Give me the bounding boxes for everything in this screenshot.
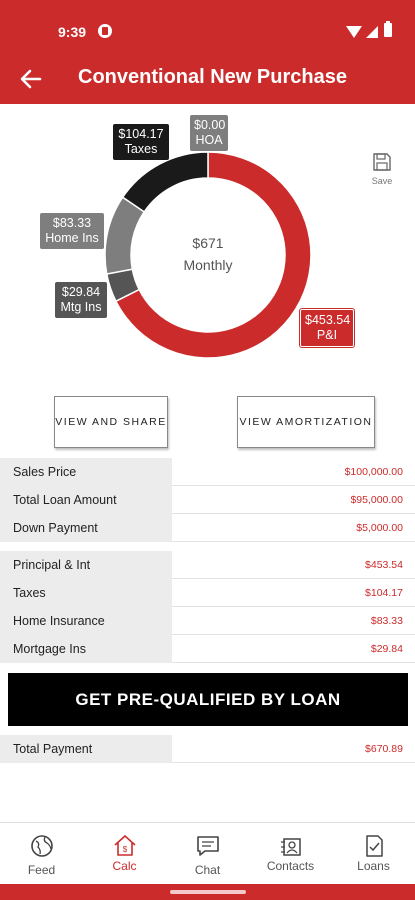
get-pre-qualified-button[interactable]: GET PRE-QUALIFIED BY LOAN xyxy=(8,673,408,726)
table-row: Principal & Int $453.54 xyxy=(0,551,415,579)
view-amortization-button[interactable]: VIEW AMORTIZATION xyxy=(237,396,375,448)
mtg-ins-tag: $29.84 Mtg Ins xyxy=(55,282,107,318)
taxes-tag: $104.17 Taxes xyxy=(113,124,169,160)
save-button[interactable]: Save xyxy=(366,152,398,186)
save-icon xyxy=(373,153,391,171)
chart-center-label: Monthly xyxy=(183,257,233,273)
nav-chat[interactable]: Chat xyxy=(166,823,249,885)
donut-slice-p-i xyxy=(114,151,312,359)
row-label: Down Payment xyxy=(0,514,172,542)
row-value: $453.54 xyxy=(365,559,403,571)
pi-tag: $453.54 P&I xyxy=(300,309,354,347)
feed-globe-icon xyxy=(31,835,53,857)
pi-tag-name: P&I xyxy=(316,328,338,342)
row-value: $83.33 xyxy=(370,615,403,627)
bottom-navigation: Feed $ Calc Chat Contacts xyxy=(0,822,415,884)
status-bar: 9:39 xyxy=(0,0,415,60)
row-label: Sales Price xyxy=(0,458,172,486)
row-value: $5,000.00 xyxy=(356,522,403,534)
home-ins-tag-name: Home Ins xyxy=(45,231,99,245)
row-label: Principal & Int xyxy=(0,551,172,579)
table-row: Total Loan Amount $95,000.00 xyxy=(0,486,415,514)
pi-tag-value: $453.54 xyxy=(305,313,351,327)
table-row: Down Payment $5,000.00 xyxy=(0,514,415,542)
calc-house-icon: $ xyxy=(114,835,136,856)
home-ins-tag: $83.33 Home Ins xyxy=(40,213,104,249)
nav-contacts-label: Contacts xyxy=(266,859,315,873)
svg-text:$: $ xyxy=(123,845,128,854)
back-button[interactable] xyxy=(16,64,46,94)
table-row: Sales Price $100,000.00 xyxy=(0,458,415,486)
row-label: Total Payment xyxy=(0,735,172,763)
row-value: $670.89 xyxy=(365,743,403,755)
row-value: $95,000.00 xyxy=(350,494,403,506)
wifi-icon xyxy=(346,26,362,38)
mtg-ins-tag-name: Mtg Ins xyxy=(60,300,102,314)
row-value: $100,000.00 xyxy=(344,466,403,478)
hoa-tag-value: $0.00 xyxy=(194,118,226,132)
row-label: Total Loan Amount xyxy=(0,486,172,514)
contacts-icon xyxy=(281,838,301,856)
mtg-ins-tag-value: $29.84 xyxy=(61,285,101,299)
nav-feed[interactable]: Feed xyxy=(0,823,83,885)
app-bar: Conventional New Purchase xyxy=(0,60,415,104)
table-row: Taxes $104.17 xyxy=(0,579,415,607)
chat-icon xyxy=(197,836,219,856)
table-row: Mortgage Ins $29.84 xyxy=(0,635,415,663)
header: 9:39 Conventional New Purchase xyxy=(0,0,415,104)
view-and-share-button[interactable]: VIEW AND SHARE xyxy=(54,396,168,448)
nav-calc-label: Calc xyxy=(112,859,137,873)
gesture-bar xyxy=(0,884,415,900)
total-payment-table: Total Payment $670.89 xyxy=(0,735,415,763)
signal-icon xyxy=(366,26,378,38)
back-arrow-icon xyxy=(20,69,42,89)
nav-calc[interactable]: $ Calc xyxy=(83,823,166,885)
table-row: Home Insurance $83.33 xyxy=(0,607,415,635)
donut-slice-home-ins xyxy=(104,196,146,275)
nav-loans-label: Loans xyxy=(357,859,390,873)
row-value: $104.17 xyxy=(365,587,403,599)
table-row: Total Payment $670.89 xyxy=(0,735,415,763)
chart-center-amount: $671 xyxy=(192,235,224,251)
taxes-tag-name: Taxes xyxy=(124,142,158,156)
row-label: Mortgage Ins xyxy=(0,635,172,663)
home-ins-tag-value: $83.33 xyxy=(52,216,92,230)
loan-summary-table: Sales Price $100,000.00 Total Loan Amoun… xyxy=(0,458,415,542)
row-value: $29.84 xyxy=(370,643,403,655)
loans-document-icon xyxy=(366,835,383,857)
app-notification-icon xyxy=(98,24,112,38)
row-label: Taxes xyxy=(0,579,172,607)
save-label: Save xyxy=(371,176,393,186)
payment-chart: $671 Monthly $104.17 Taxes $0.00 HOA $83… xyxy=(0,104,415,394)
nav-loans[interactable]: Loans xyxy=(332,823,415,885)
page-title: Conventional New Purchase xyxy=(78,66,347,88)
hoa-tag: $0.00 HOA xyxy=(190,115,228,151)
nav-feed-label: Feed xyxy=(27,863,56,877)
donut-slice-taxes xyxy=(121,151,209,213)
battery-icon xyxy=(384,21,392,37)
status-time: 9:39 xyxy=(58,24,87,40)
row-label: Home Insurance xyxy=(0,607,172,635)
payment-breakdown-table: Principal & Int $453.54 Taxes $104.17 Ho… xyxy=(0,551,415,663)
taxes-tag-value: $104.17 xyxy=(118,127,164,141)
hoa-tag-name: HOA xyxy=(195,133,223,147)
nav-contacts[interactable]: Contacts xyxy=(249,823,332,885)
nav-chat-label: Chat xyxy=(194,863,221,877)
donut-chart xyxy=(104,151,312,359)
